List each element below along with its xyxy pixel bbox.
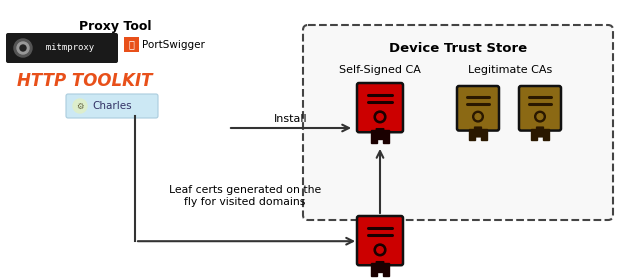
FancyBboxPatch shape: [376, 128, 384, 140]
FancyBboxPatch shape: [6, 33, 118, 63]
Text: Install: Install: [274, 114, 308, 124]
FancyBboxPatch shape: [66, 94, 158, 118]
FancyBboxPatch shape: [124, 37, 139, 52]
Polygon shape: [371, 263, 377, 276]
Text: PortSwigger: PortSwigger: [142, 39, 205, 50]
FancyBboxPatch shape: [536, 126, 544, 137]
Text: HTTP TOOLKIT: HTTP TOOLKIT: [17, 72, 153, 90]
Text: Charles: Charles: [92, 101, 132, 111]
Polygon shape: [469, 129, 475, 140]
Text: Device Trust Store: Device Trust Store: [389, 42, 527, 55]
FancyBboxPatch shape: [357, 83, 403, 132]
Text: ⚙: ⚙: [76, 102, 84, 111]
FancyBboxPatch shape: [357, 216, 403, 265]
Text: Leaf certs generated on the
fly for visited domains: Leaf certs generated on the fly for visi…: [169, 185, 321, 207]
Polygon shape: [481, 129, 487, 140]
Circle shape: [17, 42, 29, 54]
Polygon shape: [383, 263, 389, 276]
FancyBboxPatch shape: [457, 86, 499, 130]
FancyBboxPatch shape: [376, 261, 384, 273]
Circle shape: [537, 114, 543, 120]
Polygon shape: [371, 130, 377, 143]
Circle shape: [20, 45, 26, 51]
Circle shape: [73, 99, 87, 113]
Text: Proxy Tool: Proxy Tool: [79, 20, 151, 33]
Circle shape: [475, 114, 481, 120]
Text: ⧆: ⧆: [128, 39, 134, 50]
Text: mitmproxy: mitmproxy: [35, 43, 94, 53]
Circle shape: [377, 114, 383, 120]
FancyBboxPatch shape: [303, 25, 613, 220]
Polygon shape: [543, 129, 548, 140]
Polygon shape: [532, 129, 537, 140]
Circle shape: [377, 247, 383, 253]
Text: Legitimate CAs: Legitimate CAs: [468, 65, 552, 75]
Circle shape: [374, 111, 386, 123]
Polygon shape: [383, 130, 389, 143]
Circle shape: [535, 111, 545, 122]
FancyBboxPatch shape: [519, 86, 561, 130]
Circle shape: [14, 39, 32, 57]
Circle shape: [473, 111, 484, 122]
FancyBboxPatch shape: [474, 126, 482, 137]
Text: Self-Signed CA: Self-Signed CA: [339, 65, 421, 75]
Circle shape: [374, 244, 386, 256]
